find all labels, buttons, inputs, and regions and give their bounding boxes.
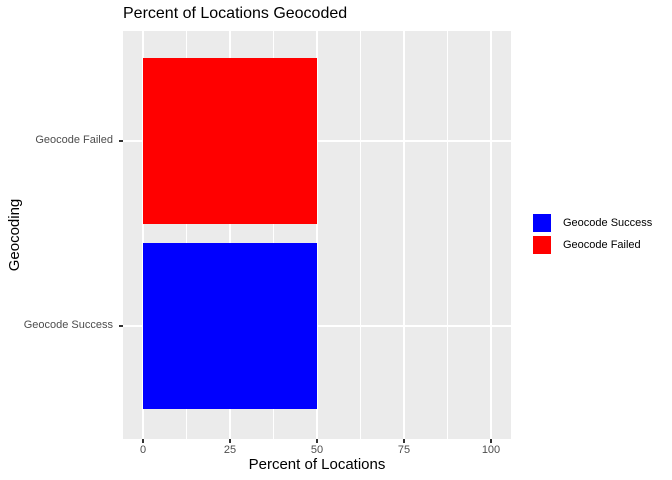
gridline-minor-x [447, 31, 448, 439]
x-tick-mark [316, 439, 318, 443]
y-tick-mark [119, 325, 123, 327]
y-tick-label-geocode-success: Geocode Success [23, 319, 113, 331]
gridline-major-y [123, 325, 511, 327]
gridline-major-y [123, 140, 511, 142]
x-tick-mark [403, 439, 405, 443]
x-tick-mark [142, 439, 144, 443]
legend-swatch-geocode-failed [533, 236, 551, 254]
x-axis-title: Percent of Locations [248, 456, 386, 473]
y-tick-label-geocode-failed: Geocode Failed [35, 134, 113, 146]
legend-label-geocode-failed: Geocode Failed [563, 239, 641, 251]
x-tick-label: 75 [397, 444, 411, 456]
bar-geocode-success [143, 243, 317, 409]
chart-title: Percent of Locations Geocoded [123, 5, 348, 22]
x-tick-label: 0 [139, 444, 147, 456]
x-tick-mark [229, 439, 231, 443]
x-tick-label: 100 [481, 444, 501, 456]
gridline-major-x [490, 31, 492, 439]
gridline-minor-x [360, 31, 361, 439]
gridline-major-x [142, 31, 144, 439]
x-tick-label: 25 [223, 444, 237, 456]
gridline-major-x [403, 31, 405, 439]
gridline-major-x [229, 31, 231, 439]
y-axis-title: Geocoding [6, 198, 23, 272]
x-tick-mark [490, 439, 492, 443]
gridline-major-x [316, 31, 318, 439]
legend-label-geocode-success: Geocode Success [563, 217, 653, 229]
y-tick-mark [119, 140, 123, 142]
bar-geocode-failed [143, 58, 317, 224]
legend-swatch-geocode-success [533, 214, 551, 232]
x-tick-label: 50 [310, 444, 324, 456]
gridline-minor-x [186, 31, 187, 439]
gridline-minor-x [273, 31, 274, 439]
plot-panel [123, 31, 511, 439]
